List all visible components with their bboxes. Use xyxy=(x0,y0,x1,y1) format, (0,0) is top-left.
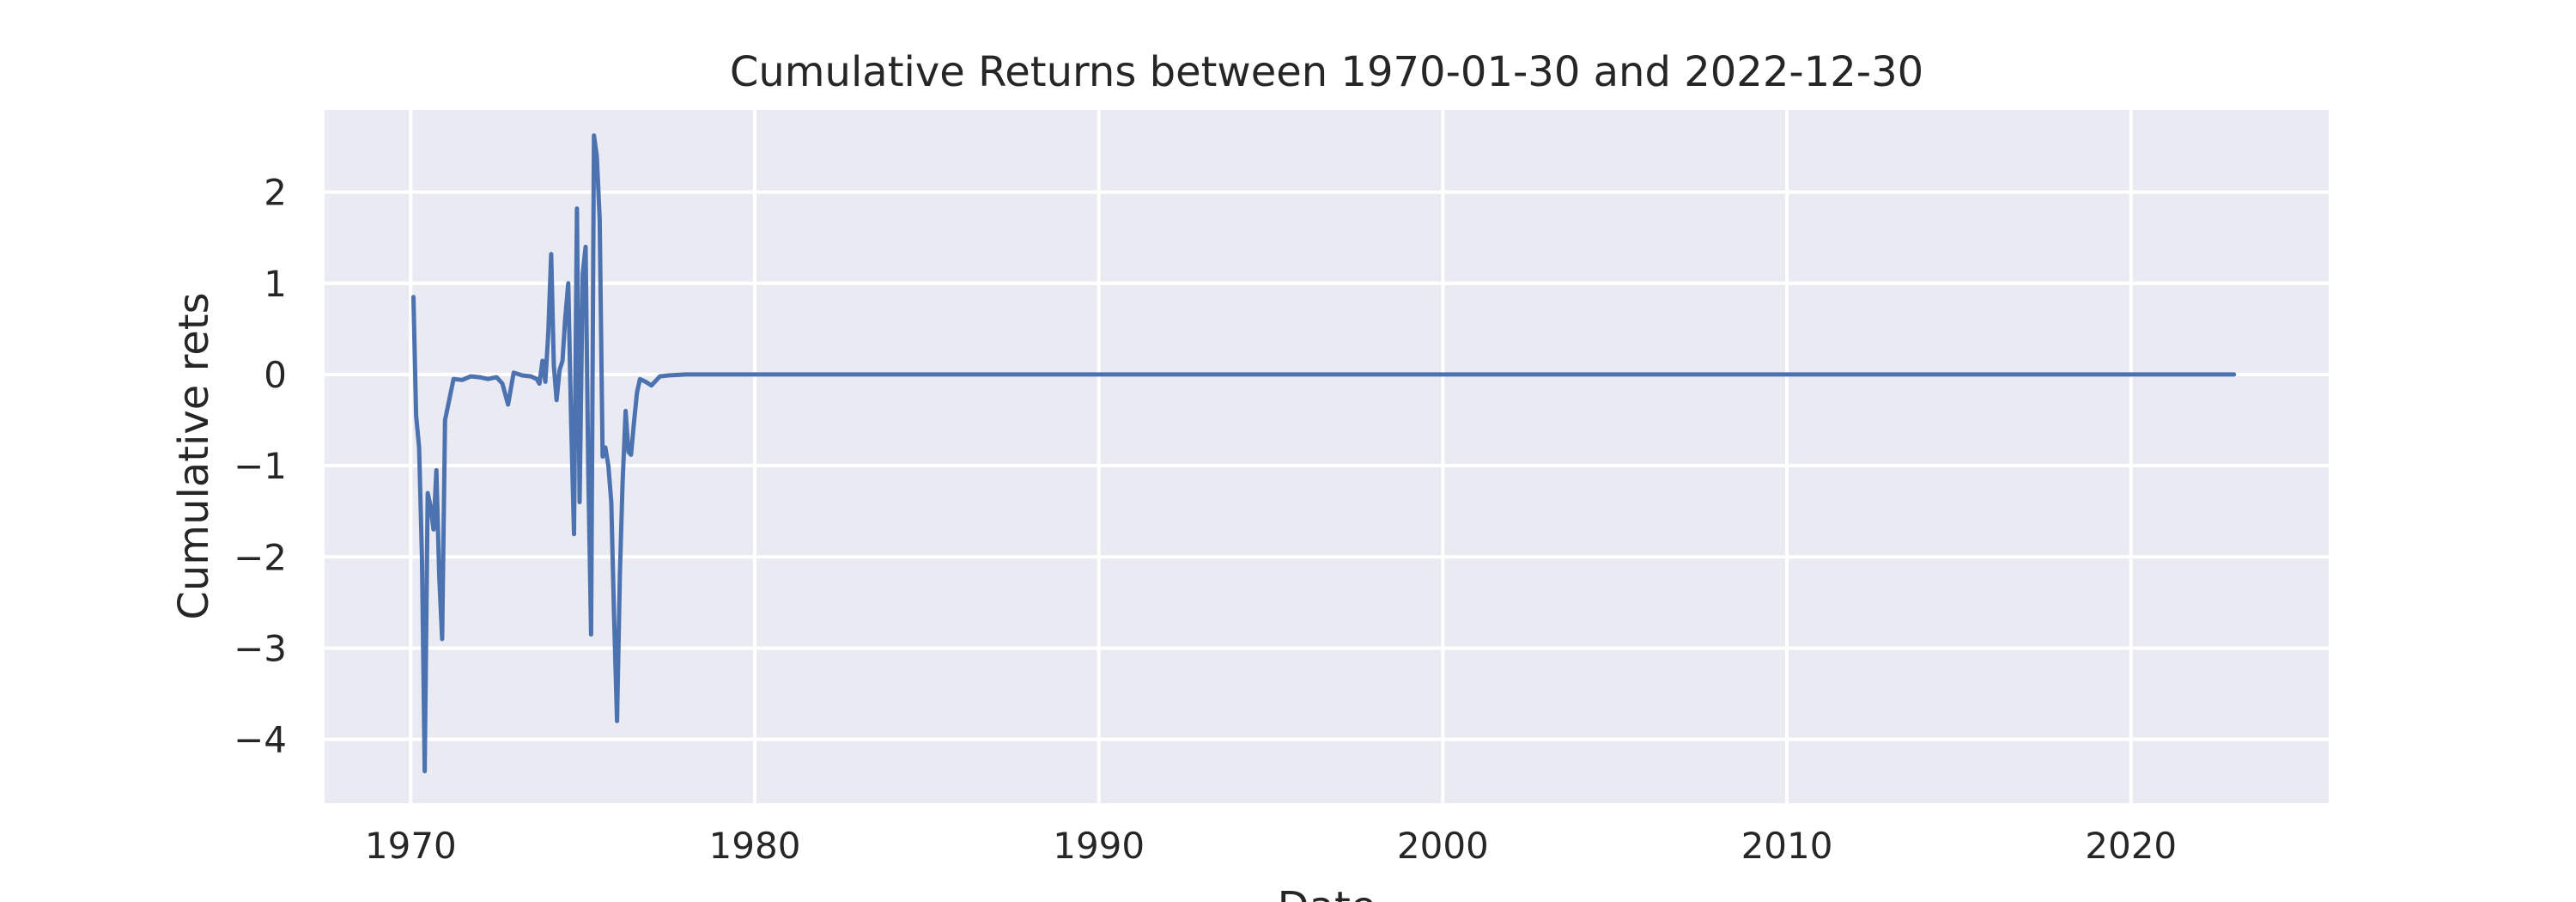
y-tick-label: 1 xyxy=(264,263,287,305)
gridlines xyxy=(325,110,2329,803)
y-tick-label: 0 xyxy=(264,354,287,396)
x-tick-label: 1970 xyxy=(365,825,457,867)
y-tick-label: −1 xyxy=(234,445,287,487)
y-tick-label: −3 xyxy=(234,627,287,669)
y-axis-ticks: 2 1 0 −1 −2 −3 −4 xyxy=(234,172,287,761)
x-tick-label: 2020 xyxy=(2085,825,2177,867)
y-tick-label: 2 xyxy=(264,172,287,214)
x-axis-label: Date xyxy=(1278,883,1376,902)
x-axis-ticks: 1970 1980 1990 2000 2010 2020 xyxy=(365,825,2177,867)
y-axis-label: Cumulative rets xyxy=(170,292,218,619)
x-tick-label: 1990 xyxy=(1053,825,1145,867)
chart-title: Cumulative Returns between 1970-01-30 an… xyxy=(730,48,1923,96)
plot-area xyxy=(325,110,2329,803)
series-line xyxy=(411,133,2237,774)
series-layer xyxy=(411,133,2237,774)
x-tick-label: 2010 xyxy=(1741,825,1833,867)
y-tick-label: −4 xyxy=(234,719,287,761)
y-tick-label: −2 xyxy=(234,536,287,578)
x-tick-label: 2000 xyxy=(1397,825,1489,867)
x-tick-label: 1980 xyxy=(709,825,801,867)
